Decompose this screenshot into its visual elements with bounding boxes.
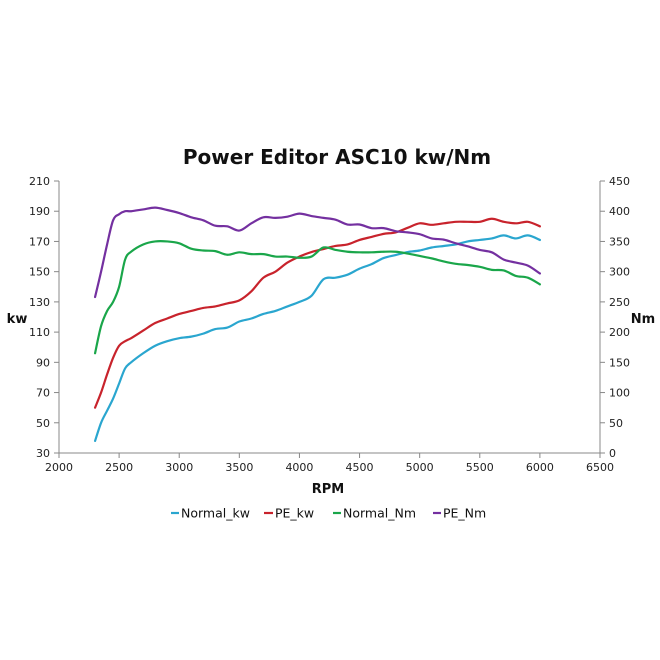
x-tick-label: 3500 xyxy=(225,461,253,474)
plot-lines xyxy=(93,206,541,443)
y2-axis-title: Nm xyxy=(631,312,655,327)
y-tick-label: 70 xyxy=(36,387,50,400)
series-line-normal-nm xyxy=(93,240,541,355)
legend-label-pe-kw: PE_kw xyxy=(275,506,314,521)
x-tick-label: 6000 xyxy=(526,461,554,474)
y-tick-label: 30 xyxy=(36,447,50,460)
y-axis-title: kw xyxy=(7,312,28,327)
x-tick-label: 3000 xyxy=(165,461,193,474)
legend: Normal_kw PE_kw Normal_Nm PE_Nm xyxy=(171,506,486,521)
y-tick-label: 170 xyxy=(29,235,50,248)
series-line-pe-kw xyxy=(93,217,541,409)
x-axis-title: RPM xyxy=(312,482,344,497)
y2-tick-label: 50 xyxy=(609,417,623,430)
x-tick-label: 4000 xyxy=(285,461,313,474)
axes: 2000 2500 3000 3500 4000 4500 5000 5500 6000 6500… xyxy=(29,175,630,474)
x-tick-label: 2000 xyxy=(45,461,73,474)
y2-tick-label: 150 xyxy=(609,356,630,369)
y-tick-label: 110 xyxy=(29,326,50,339)
series-line-pe-nm xyxy=(93,206,541,299)
y2-tick-label: 300 xyxy=(609,266,630,279)
y2-tick-label: 0 xyxy=(609,447,616,460)
y-tick-label: 130 xyxy=(29,296,50,309)
y-tick-label: 210 xyxy=(29,175,50,188)
y2-tick-label: 100 xyxy=(609,387,630,400)
y-tick-label: 150 xyxy=(29,266,50,279)
x-tick-label: 4500 xyxy=(346,461,374,474)
y2-tick-label: 400 xyxy=(609,205,630,218)
x-tick-label: 5000 xyxy=(406,461,434,474)
legend-label-normal-kw: Normal_kw xyxy=(181,506,250,521)
y-tick-label: 190 xyxy=(29,205,50,218)
y2-tick-label: 450 xyxy=(609,175,630,188)
x-tick-label: 2500 xyxy=(105,461,133,474)
y2-tick-label: 350 xyxy=(609,235,630,248)
y2-tick-label: 200 xyxy=(609,326,630,339)
y-tick-label: 50 xyxy=(36,417,50,430)
y2-tick-label: 250 xyxy=(609,296,630,309)
y-tick-label: 90 xyxy=(36,356,50,369)
legend-label-pe-nm: PE_Nm xyxy=(443,506,486,521)
legend-label-normal-nm: Normal_Nm xyxy=(343,506,416,521)
chart-title: Power Editor ASC10 kw/Nm xyxy=(183,145,491,169)
x-tick-label: 6500 xyxy=(586,461,614,474)
x-tick-label: 5500 xyxy=(466,461,494,474)
